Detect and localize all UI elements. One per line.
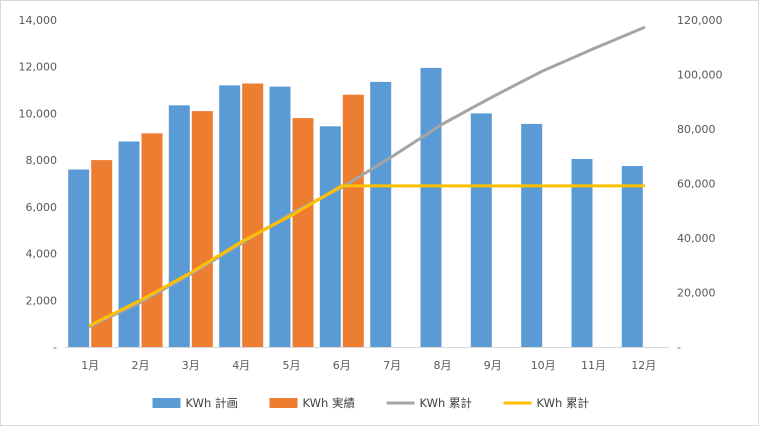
- y-right-tick-label: -: [677, 341, 681, 354]
- legend-swatch: [152, 398, 181, 408]
- y-left-tick-label: 6,000: [26, 201, 58, 214]
- bar-s0-7: [420, 67, 442, 348]
- bar-s0-4: [269, 86, 291, 347]
- legend-label: KWh 累計: [537, 396, 589, 410]
- y-axis-right-labels: - 20,000 40,000 60,000 80,000 100,000 120,000: [677, 14, 723, 354]
- legend-item-0: KWh 計画: [152, 396, 238, 410]
- y-left-tick-label: 14,000: [19, 14, 58, 27]
- line-series-3: [88, 184, 646, 327]
- x-tick-label: 4月: [232, 359, 250, 372]
- bar-s0-0: [68, 169, 90, 347]
- legend: KWh 計画 KWh 実績 KWh 累計 KWh 累計: [152, 396, 589, 410]
- y-left-tick-label: -: [53, 341, 57, 354]
- bar-s0-11: [621, 166, 643, 347]
- legend-item-3: KWh 累計: [503, 396, 589, 410]
- x-tick-label: 12月: [631, 359, 656, 372]
- bar-s1-0: [91, 160, 113, 347]
- x-tick-label: 1月: [81, 359, 99, 372]
- bar-s1-5: [342, 94, 364, 347]
- bar-s0-1: [118, 141, 140, 347]
- x-tick-label: 8月: [434, 359, 452, 372]
- x-tick-label: 10月: [531, 359, 556, 372]
- y-axis-left-labels: - 2,000 4,000 6,000 8,000 10,000 12,000 14,000: [19, 14, 58, 354]
- y-right-tick-label: 120,000: [677, 14, 723, 27]
- lines-layer: [88, 26, 646, 328]
- x-tick-label: 7月: [383, 359, 401, 372]
- legend-item-1: KWh 実績: [269, 396, 356, 410]
- x-tick-label: 3月: [182, 359, 200, 372]
- y-left-tick-label: 10,000: [19, 107, 58, 120]
- bar-s1-1: [141, 133, 163, 347]
- y-right-tick-label: 20,000: [677, 287, 716, 300]
- bar-s0-5: [319, 126, 341, 347]
- legend-swatch: [269, 398, 298, 408]
- y-left-tick-label: 12,000: [19, 61, 58, 74]
- bar-s0-6: [370, 81, 392, 348]
- x-tick-label: 5月: [283, 359, 301, 372]
- legend-item-2: KWh 累計: [386, 396, 472, 410]
- bar-s1-4: [292, 118, 314, 347]
- bar-s1-2: [191, 111, 213, 347]
- y-right-tick-label: 60,000: [677, 178, 716, 191]
- x-tick-label: 2月: [132, 359, 150, 372]
- legend-label: KWh 計画: [186, 396, 238, 410]
- y-right-tick-label: 80,000: [677, 123, 716, 136]
- bar-s0-2: [168, 105, 190, 347]
- x-axis-labels: 1月 2月 3月 4月 5月 6月 7月 8月 9月 10月 11月 12月: [81, 359, 656, 372]
- y-right-tick-label: 100,000: [677, 69, 723, 82]
- bar-s0-10: [571, 159, 593, 347]
- x-tick-label: 9月: [484, 359, 502, 372]
- x-tick-label: 6月: [333, 359, 351, 372]
- legend-label: KWh 累計: [420, 396, 472, 410]
- y-left-tick-label: 2,000: [26, 294, 58, 307]
- y-left-tick-label: 4,000: [26, 248, 58, 261]
- bar-s0-3: [219, 85, 241, 348]
- y-right-tick-label: 40,000: [677, 232, 716, 245]
- legend-label: KWh 実績: [303, 396, 356, 410]
- x-tick-label: 11月: [581, 359, 606, 372]
- bar-s0-9: [521, 123, 543, 348]
- bar-s0-8: [470, 113, 492, 348]
- bars-layer: [68, 67, 643, 348]
- y-left-tick-label: 8,000: [26, 154, 58, 167]
- bar-s1-3: [242, 83, 264, 347]
